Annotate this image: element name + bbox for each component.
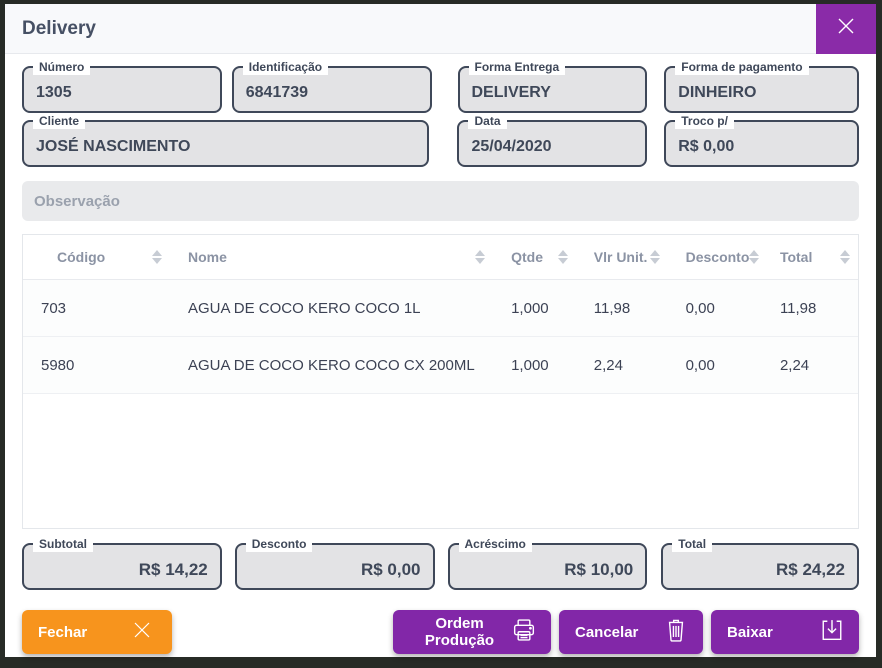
- troco-value: R$ 0,00: [678, 137, 735, 155]
- fechar-button-label: Fechar: [38, 623, 88, 641]
- fechar-button[interactable]: Fechar: [22, 610, 172, 654]
- cancelar-button-label: Cancelar: [575, 623, 639, 641]
- table-row[interactable]: 703 AGUA DE COCO KERO COCO 1L 1,000 11,9…: [23, 280, 858, 337]
- sort-icon[interactable]: [558, 250, 568, 264]
- dialog-titlebar: Delivery: [5, 3, 876, 54]
- dialog-title: Delivery: [22, 17, 96, 39]
- identificacao-field[interactable]: Identificação 6841739: [231, 59, 432, 113]
- printer-icon: [510, 616, 538, 648]
- acrescimo-label: Acréscimo: [458, 536, 532, 552]
- cell-nome: AGUA DE COCO KERO COCO 1L: [187, 299, 421, 317]
- numero-value: 1305: [36, 83, 72, 101]
- desconto-label: Desconto: [245, 536, 313, 552]
- subtotal-label: Subtotal: [33, 536, 93, 552]
- cell-total: 2,24: [779, 356, 810, 374]
- cliente-value: JOSÉ NASCIMENTO: [36, 137, 191, 155]
- sort-icon[interactable]: [152, 250, 162, 264]
- total-label: Total: [672, 536, 713, 552]
- troco-label: Troco p/: [675, 113, 734, 129]
- cliente-field[interactable]: Cliente JOSÉ NASCIMENTO: [22, 113, 430, 167]
- cell-vlr-unit: 11,98: [593, 299, 631, 317]
- dialog-body: Número 1305 Identificação 6841739 Forma …: [5, 54, 876, 657]
- cell-nome: AGUA DE COCO KERO COCO CX 200ML: [187, 356, 475, 374]
- acrescimo-value: R$ 10,00: [564, 559, 634, 579]
- forma-pagamento-label: Forma de pagamento: [675, 59, 809, 75]
- forma-entrega-field[interactable]: Forma Entrega DELIVERY: [457, 59, 648, 113]
- column-header-codigo[interactable]: Código: [23, 235, 170, 279]
- data-field[interactable]: Data 25/04/2020: [457, 113, 648, 167]
- forma-entrega-value: DELIVERY: [471, 83, 551, 101]
- observacao-input[interactable]: [22, 181, 859, 221]
- cell-codigo: 703: [41, 299, 67, 317]
- total-value: R$ 24,22: [776, 559, 845, 579]
- total-field: Total R$ 24,22: [661, 536, 859, 590]
- sort-icon[interactable]: [840, 250, 850, 264]
- cell-qtde: 1,000: [511, 356, 549, 374]
- column-header-vlr-unit[interactable]: Vlr Unit.: [576, 235, 668, 279]
- troco-field[interactable]: Troco p/ R$ 0,00: [664, 113, 859, 167]
- close-x-icon: [125, 613, 159, 651]
- cliente-label: Cliente: [33, 113, 86, 129]
- cell-desconto: 0,00: [685, 299, 715, 317]
- column-header-qtde[interactable]: Qtde: [493, 235, 576, 279]
- ordem-producao-button-label: Ordem Produção: [424, 615, 495, 649]
- cancelar-button[interactable]: Cancelar: [559, 610, 703, 654]
- forma-entrega-label: Forma Entrega: [468, 59, 566, 75]
- column-header-nome[interactable]: Nome: [170, 235, 493, 279]
- forma-pagamento-field[interactable]: Forma de pagamento DINHEIRO: [664, 59, 860, 113]
- subtotal-field: Subtotal R$ 14,22: [22, 536, 222, 590]
- items-table-header: Código Nome Qtde Vlr Unit. Desconto: [23, 235, 858, 280]
- desconto-field: Desconto R$ 0,00: [234, 536, 435, 590]
- trash-icon: [662, 616, 690, 648]
- items-table: Código Nome Qtde Vlr Unit. Desconto: [22, 234, 859, 529]
- cell-vlr-unit: 2,24: [593, 356, 623, 374]
- cell-qtde: 1,000: [511, 299, 549, 317]
- data-label: Data: [468, 113, 507, 129]
- ordem-producao-button[interactable]: Ordem Produção: [393, 610, 551, 654]
- numero-field[interactable]: Número 1305: [22, 59, 222, 113]
- data-value: 25/04/2020: [471, 137, 552, 155]
- desconto-value: R$ 0,00: [360, 559, 421, 579]
- table-row[interactable]: 5980 AGUA DE COCO KERO COCO CX 200ML 1,0…: [23, 337, 858, 394]
- cell-total: 11,98: [779, 299, 817, 317]
- column-header-desconto[interactable]: Desconto: [668, 235, 762, 279]
- delivery-dialog: Delivery Número 1305 Identificação 68417…: [5, 3, 876, 657]
- sort-icon[interactable]: [650, 250, 660, 264]
- download-icon: [818, 616, 846, 648]
- cell-desconto: 0,00: [685, 356, 715, 374]
- close-button[interactable]: [816, 3, 876, 54]
- baixar-button-label: Baixar: [727, 623, 773, 641]
- sort-icon[interactable]: [749, 250, 759, 264]
- identificacao-label: Identificação: [242, 59, 329, 75]
- acrescimo-field: Acréscimo R$ 10,00: [447, 536, 648, 590]
- numero-label: Número: [33, 59, 91, 75]
- cell-codigo: 5980: [41, 356, 75, 374]
- baixar-button[interactable]: Baixar: [711, 610, 859, 654]
- sort-icon[interactable]: [475, 250, 485, 264]
- identificacao-value: 6841739: [245, 83, 309, 101]
- subtotal-value: R$ 14,22: [138, 559, 208, 579]
- close-icon: [829, 9, 863, 48]
- forma-pagamento-value: DINHEIRO: [678, 83, 757, 101]
- column-header-total[interactable]: Total: [762, 235, 858, 279]
